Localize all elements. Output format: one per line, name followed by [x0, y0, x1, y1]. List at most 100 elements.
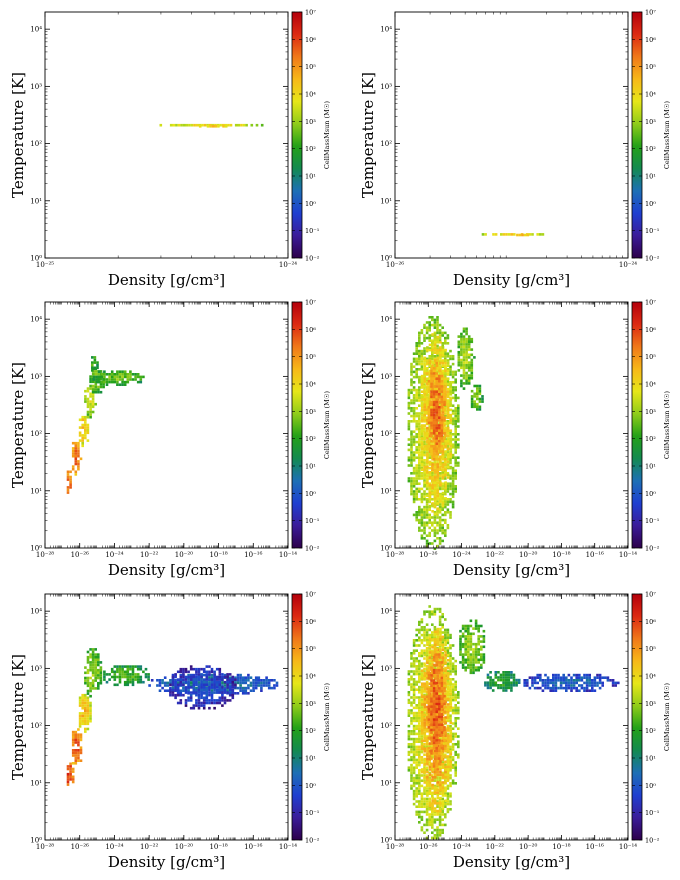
heatmap-cell — [126, 667, 130, 671]
heatmap-cell — [121, 375, 124, 379]
colorbar-tick-label: 10¹ — [305, 463, 316, 471]
heatmap-cell — [412, 678, 416, 681]
heatmap-cell — [432, 455, 436, 458]
heatmap-cell — [89, 666, 92, 669]
heatmap-cell — [440, 413, 444, 417]
heatmap-cell — [410, 737, 413, 741]
heatmap-cell — [244, 692, 248, 695]
heatmap-cell — [66, 778, 70, 781]
plot-area — [395, 12, 628, 258]
heatmap-cell — [179, 675, 183, 679]
heatmap-cell — [410, 675, 413, 678]
heatmap-cell — [457, 706, 460, 710]
heatmap-cell — [428, 613, 431, 616]
heatmap-cell — [454, 396, 457, 400]
heatmap-cell — [436, 356, 440, 360]
heatmap-cell — [189, 696, 193, 700]
heatmap-cell — [451, 743, 455, 746]
heatmap-cell — [438, 424, 441, 427]
heatmap-cell — [228, 692, 232, 695]
heatmap-cell — [425, 542, 429, 545]
heatmap-cell — [439, 341, 442, 344]
heatmap-cell — [444, 450, 447, 453]
heatmap-cell — [200, 704, 203, 707]
heatmap-cell — [462, 337, 466, 341]
heatmap-cell — [174, 693, 177, 697]
heatmap-cell — [69, 470, 72, 474]
heatmap-cell — [431, 521, 434, 524]
heatmap-cell — [86, 709, 90, 713]
heatmap-cell — [195, 680, 198, 684]
heatmap-cell — [436, 321, 439, 324]
heatmap-cell — [410, 388, 413, 392]
heatmap-cell — [131, 378, 135, 381]
heatmap-cell — [451, 417, 455, 420]
heatmap-cell — [144, 673, 148, 676]
heatmap-cell — [254, 686, 258, 690]
heatmap-cell — [81, 418, 84, 422]
heatmap-cell — [420, 495, 424, 498]
heatmap-cell — [241, 676, 245, 679]
heatmap-cell — [425, 524, 429, 527]
heatmap-cell — [86, 658, 90, 662]
heatmap-cell — [213, 680, 216, 684]
heatmap-cell — [86, 439, 90, 442]
heatmap-cell — [431, 476, 434, 479]
heatmap-cell — [182, 683, 185, 687]
heatmap-cell — [89, 701, 92, 705]
heatmap-cell — [418, 443, 421, 446]
heatmap-cell — [412, 717, 416, 720]
heatmap-cell — [410, 362, 413, 366]
heatmap-cell — [432, 458, 436, 461]
heatmap-cell — [69, 762, 72, 766]
colorbar-tick-label: 10⁵ — [645, 353, 656, 361]
heatmap-cell — [439, 367, 442, 370]
heatmap-cell — [454, 704, 457, 707]
heatmap-cell — [99, 681, 103, 685]
heatmap-cell — [454, 422, 457, 426]
heatmap-cell — [433, 534, 437, 537]
heatmap-cell — [412, 388, 416, 392]
heatmap-cell — [415, 360, 418, 363]
heatmap-cell — [420, 513, 424, 517]
heatmap-cell — [195, 693, 198, 697]
heatmap-cell — [249, 681, 253, 685]
heatmap-cell — [446, 508, 450, 511]
heatmap-cell — [418, 521, 421, 524]
heatmap-cell — [431, 745, 434, 749]
heatmap-cell — [182, 686, 185, 690]
heatmap-cell — [418, 667, 421, 671]
heatmap-cell — [410, 365, 413, 368]
heatmap-cell — [449, 370, 452, 374]
heatmap-cell — [462, 358, 466, 362]
heatmap-cell — [197, 686, 201, 689]
heatmap-cell — [427, 413, 431, 417]
heatmap-cell — [78, 714, 82, 718]
heatmap-cell — [446, 463, 450, 466]
heatmap-cell — [260, 686, 263, 690]
heatmap-cell — [100, 373, 104, 376]
heatmap-cell — [410, 678, 413, 681]
heatmap-cell — [460, 382, 463, 385]
heatmap-cell — [451, 748, 455, 751]
heatmap-cell — [451, 404, 455, 407]
heatmap-cell — [440, 406, 444, 409]
heatmap-cell — [78, 434, 82, 437]
heatmap-cell — [92, 375, 96, 379]
heatmap-cell — [446, 487, 450, 491]
heatmap-cell — [407, 678, 411, 681]
heatmap-cell — [418, 636, 421, 639]
heatmap-cell — [438, 503, 442, 506]
heatmap-cell — [481, 233, 485, 236]
heatmap-cell — [449, 465, 453, 469]
heatmap-cell — [240, 123, 243, 127]
heatmap-cell — [71, 767, 75, 771]
heatmap-cell — [66, 473, 70, 476]
heatmap-cell — [78, 699, 82, 702]
heatmap-cell — [410, 453, 413, 457]
heatmap-cell — [418, 482, 421, 485]
heatmap-cell — [426, 432, 429, 435]
heatmap-cell — [147, 678, 150, 681]
heatmap-cell — [457, 358, 461, 362]
heatmap-cell — [222, 125, 225, 128]
